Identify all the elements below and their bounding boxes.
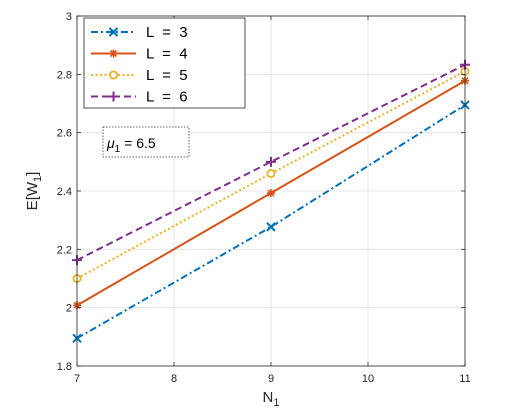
series-4-point bbox=[266, 156, 276, 167]
series-3-point-circle bbox=[266, 168, 276, 178]
y-tick-label: 3 bbox=[66, 11, 72, 23]
legend-marker bbox=[108, 91, 119, 102]
legend-entry-3: L = 5 bbox=[91, 67, 188, 84]
y-tick-label: 2.8 bbox=[57, 69, 72, 81]
y-axis-label-main: E[W bbox=[24, 181, 41, 210]
legend-marker bbox=[109, 70, 119, 80]
y-tick-label: 2.2 bbox=[57, 244, 72, 256]
legend-label: L = 3 bbox=[146, 24, 188, 41]
legend-label: L = 5 bbox=[146, 67, 188, 84]
x-axis-label: N1 bbox=[263, 389, 280, 409]
series-2-point bbox=[267, 189, 275, 198]
annotation: μ1 = 6.5 bbox=[102, 126, 190, 158]
x-tick-label: 11 bbox=[459, 373, 470, 385]
legend-entry-4: L = 6 bbox=[91, 89, 188, 106]
legend-label: L = 4 bbox=[146, 46, 188, 63]
x-tick-label: 7 bbox=[74, 373, 80, 385]
x-tick-label: 10 bbox=[362, 373, 374, 385]
annotation-box bbox=[102, 126, 190, 158]
annotation-value: = 6.5 bbox=[120, 135, 156, 151]
legend: L = 3 L = 4 L = 5 L = 6 bbox=[83, 17, 246, 109]
series-1-point bbox=[266, 222, 276, 232]
x-tick-label: 8 bbox=[171, 373, 177, 385]
series-1-point-stroke bbox=[266, 222, 276, 232]
y-axis-label-sub: 1 bbox=[32, 176, 44, 182]
legend-label: L = 6 bbox=[146, 89, 188, 106]
annotation-symbol: μ bbox=[106, 135, 115, 151]
series-3-point bbox=[266, 168, 276, 178]
legend-marker bbox=[108, 27, 119, 37]
annotation-sub: 1 bbox=[115, 144, 121, 155]
legend-entry-2: L = 4 bbox=[91, 46, 188, 63]
series-1-line bbox=[76, 104, 466, 340]
ticks: 7 8 9 10 11 1.8 2 2.2 2.4 2.6 2.8 3 bbox=[57, 11, 471, 385]
legend-marker-circle bbox=[109, 70, 119, 80]
legend-entry-1: L = 3 bbox=[91, 24, 188, 41]
legend-marker bbox=[109, 49, 118, 58]
y-axis-label-close: ] bbox=[24, 172, 41, 176]
legend-marker-stroke bbox=[109, 49, 118, 58]
y-tick-label: 2.4 bbox=[57, 186, 72, 198]
y-axis-label: E[W1] bbox=[24, 172, 44, 211]
series-4-line bbox=[76, 63, 466, 262]
y-tick-label: 2 bbox=[66, 303, 72, 315]
series-2-point-stroke bbox=[267, 189, 275, 197]
annotation-text: μ1 = 6.5 bbox=[106, 135, 156, 155]
legend-items: L = 3 L = 4 L = 5 L = 6 bbox=[91, 24, 188, 106]
x-axis-label-sub: 1 bbox=[273, 397, 279, 409]
x-axis-label-main: N bbox=[263, 389, 274, 406]
series-1 bbox=[72, 100, 470, 343]
legend-marker-stroke bbox=[108, 27, 119, 37]
y-tick-label: 1.8 bbox=[57, 361, 72, 373]
x-tick-label: 9 bbox=[268, 373, 274, 385]
y-tick-label: 2.6 bbox=[57, 128, 72, 140]
